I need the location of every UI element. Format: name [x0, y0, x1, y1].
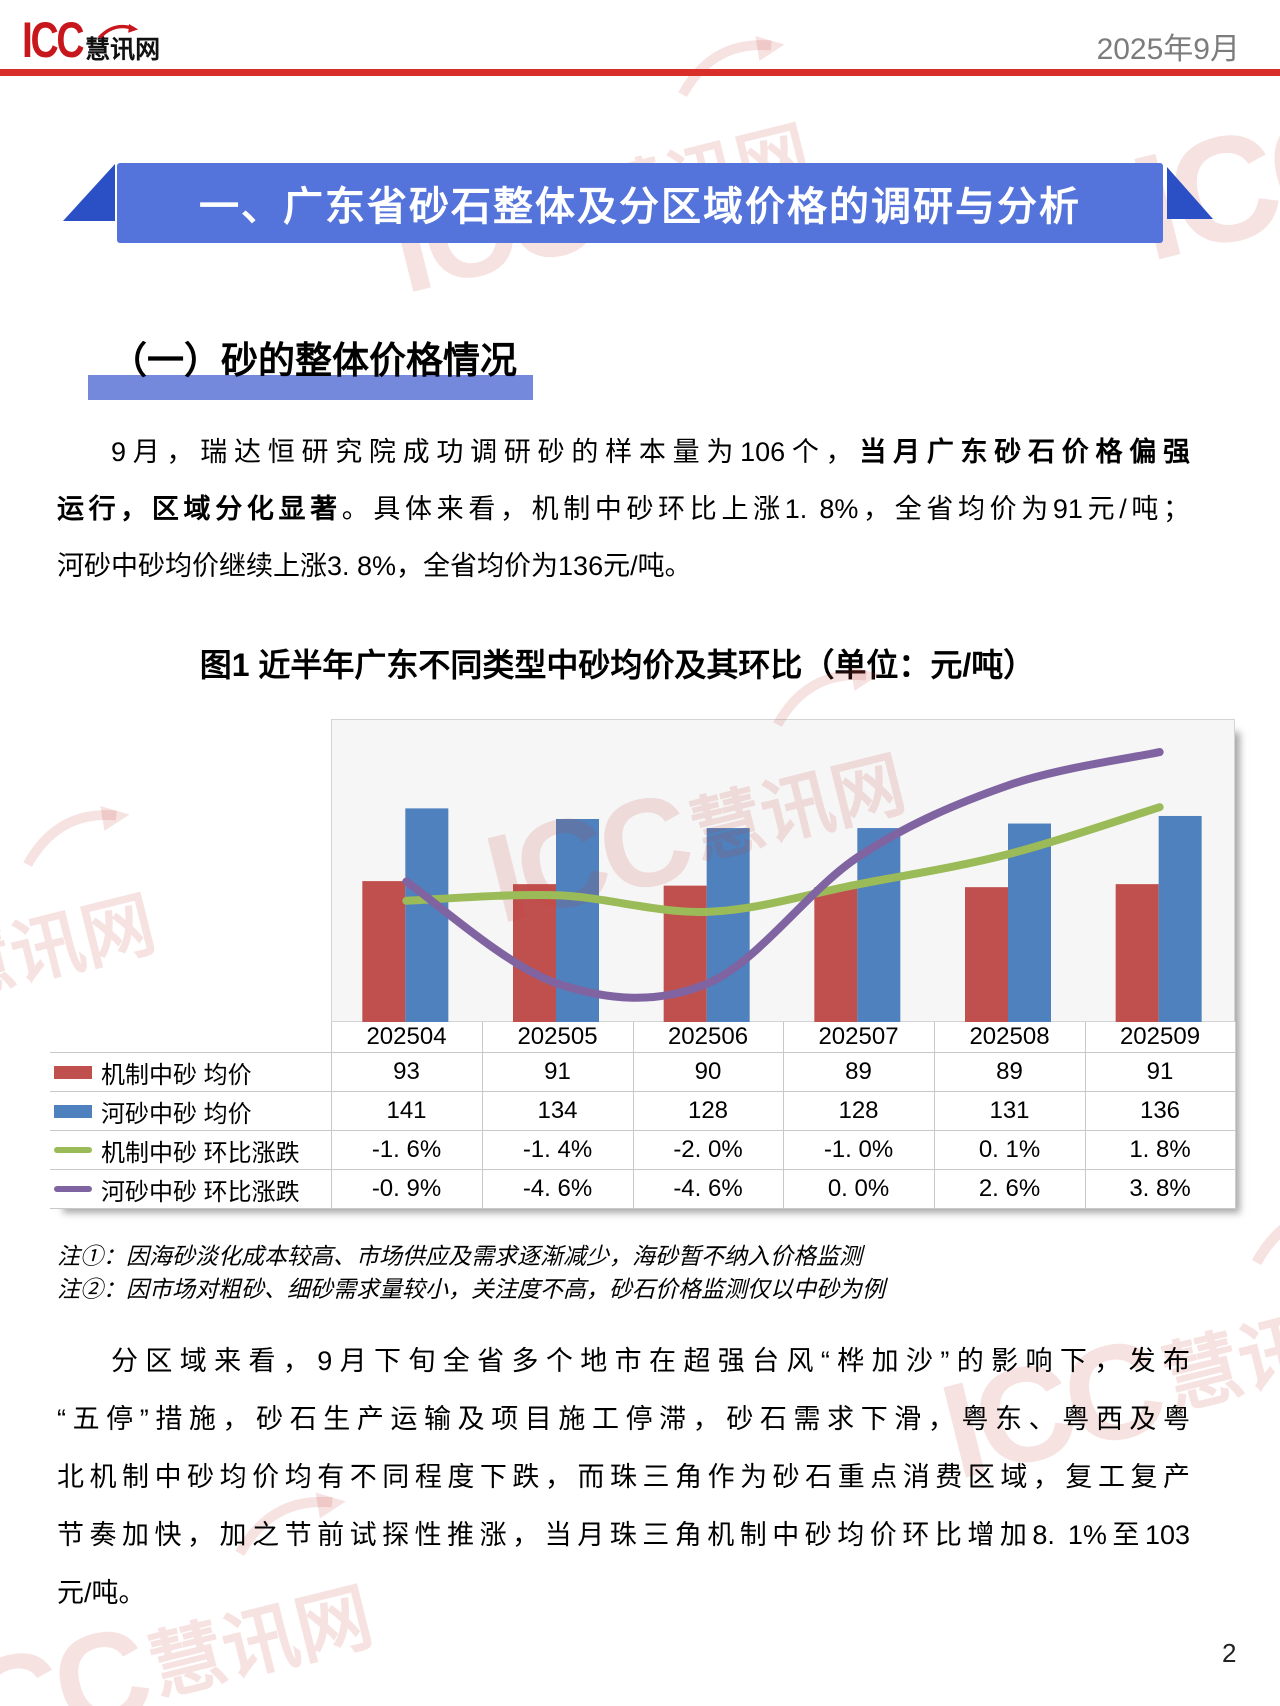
- line-green-swatch: [54, 1147, 92, 1153]
- page-number: 2: [1222, 1638, 1237, 1668]
- footnote-1: 注①：因海砂淡化成本较高、市场供应及需求逐渐减少，海砂暂不纳入价格监测: [57, 1244, 862, 1269]
- paragraph-line: 元/吨。: [57, 1578, 146, 1608]
- col-header: 202505: [481, 1022, 633, 1053]
- table-cell: -4. 6%: [481, 1169, 633, 1209]
- figure-title: 图1 近半年广东不同类型中砂均价及其环比（单位：元/吨）: [199, 647, 1036, 683]
- table-row: 机制中砂 均价 93 91 90 89 89 91: [50, 1052, 1236, 1092]
- table-cell: -1. 6%: [330, 1130, 482, 1170]
- header-rule: [0, 69, 1280, 76]
- paragraph-line: 运行，区域分化显著。具体来看，机制中砂环比上涨1. 8%，全省均价为91元/吨；: [57, 494, 1190, 524]
- table-cell: 93: [330, 1052, 482, 1092]
- paragraph-1: 9月，瑞达恒研究院成功调研砂的样本量为106个，当月广东砂石价格偏强 运行，区域…: [57, 424, 1190, 595]
- table-cell: 3. 8%: [1084, 1169, 1236, 1209]
- table-cell: -1. 4%: [481, 1130, 633, 1170]
- table-cell: 89: [933, 1052, 1085, 1092]
- table-row: 河砂中砂 均价 141 134 128 128 131 136: [50, 1091, 1236, 1131]
- banner-title: 一、广东省砂石整体及分区域价格的调研与分析: [199, 185, 1081, 229]
- paragraph-line: 9月，瑞达恒研究院成功调研砂的样本量为106个，当月广东砂石价格偏强: [111, 437, 1190, 467]
- legend-header-cell: [50, 1022, 331, 1053]
- legend-cell: 机制中砂 均价: [50, 1052, 331, 1092]
- table-cell: 136: [1084, 1091, 1236, 1131]
- banner-left-triangle: [63, 164, 115, 221]
- table-cell: 91: [481, 1052, 633, 1092]
- bar-red-swatch: [54, 1065, 92, 1079]
- table-header-row: 202504 202505 202506 202507 202508 20250…: [50, 1022, 1236, 1053]
- section-heading: （一）砂的整体价格情况: [110, 340, 517, 381]
- table-cell: 0. 0%: [782, 1169, 934, 1209]
- site-logo: ICC 慧讯网: [22, 12, 161, 68]
- logo-swoosh-icon: [98, 24, 139, 39]
- table-cell: 1. 8%: [1084, 1130, 1236, 1170]
- logo-icc-text: ICC: [22, 12, 84, 68]
- table-cell: 89: [782, 1052, 934, 1092]
- swoosh-icon: [1252, 1204, 1280, 1266]
- table-cell: -1. 0%: [782, 1130, 934, 1170]
- legend-cell: 河砂中砂 环比涨跌: [50, 1169, 331, 1209]
- paragraph-line: “五停”措施，砂石生产运输及项目施工停滞，砂石需求下滑，粤东、粤西及粤: [57, 1404, 1190, 1434]
- table-cell: -4. 6%: [632, 1169, 783, 1209]
- table-row: 河砂中砂 环比涨跌 -0. 9% -4. 6% -4. 6% 0. 0% 2. …: [50, 1169, 1236, 1209]
- heading-highlight-bar: [88, 375, 533, 400]
- table-cell: -2. 0%: [632, 1130, 783, 1170]
- banner-right-triangle: [1167, 167, 1213, 219]
- paragraph-line: 北机制中砂均价均有不同程度下跌，而珠三角作为砂石重点消费区域，复工复产: [57, 1462, 1190, 1492]
- legend-cell: 机制中砂 环比涨跌: [50, 1130, 331, 1170]
- footnote-2: 注②：因市场对粗砂、细砂需求量较小，关注度不高，砂石价格监测仅以中砂为例: [57, 1277, 885, 1302]
- figure-data-table: 202504 202505 202506 202507 202508 20250…: [50, 1022, 1236, 1209]
- banner: 一、广东省砂石整体及分区域价格的调研与分析: [117, 163, 1163, 243]
- table-cell: 91: [1084, 1052, 1236, 1092]
- swoosh-icon: [678, 36, 785, 97]
- bar-blue-swatch: [54, 1104, 92, 1118]
- col-header: 202507: [782, 1022, 934, 1053]
- table-cell: 141: [330, 1091, 482, 1131]
- table-cell: 128: [782, 1091, 934, 1131]
- table-cell: 2. 6%: [933, 1169, 1085, 1209]
- table-cell: 0. 1%: [933, 1130, 1085, 1170]
- line-series-layer: [402, 748, 1164, 1002]
- col-header: 202504: [330, 1022, 482, 1053]
- paragraph-line: 节奏加快，加之节前试探性推涨，当月珠三角机制中砂均价环比增加8. 1%至103: [57, 1520, 1190, 1550]
- bar-series-layer: [362, 808, 1202, 1022]
- table-cell: 90: [632, 1052, 783, 1092]
- report-date: 2025年9月: [1096, 33, 1240, 66]
- legend-cell: 河砂中砂 均价: [50, 1091, 331, 1131]
- logo-cn-text: 慧讯网: [85, 36, 161, 64]
- col-header: 202508: [933, 1022, 1085, 1053]
- table-cell: 128: [632, 1091, 783, 1131]
- col-header: 202506: [632, 1022, 783, 1053]
- table-cell: 134: [481, 1091, 633, 1131]
- table-row: 机制中砂 环比涨跌 -1. 6% -1. 4% -2. 0% -1. 0% 0.…: [50, 1130, 1236, 1170]
- table-cell: -0. 9%: [330, 1169, 482, 1209]
- line-purple-swatch: [54, 1186, 92, 1192]
- table-cell: 131: [933, 1091, 1085, 1131]
- col-header: 202509: [1084, 1022, 1236, 1053]
- paragraph-line: 分区域来看，9月下旬全省多个地市在超强台风“桦加沙”的影响下，发布: [111, 1346, 1190, 1376]
- paragraph-line: 河砂中砂均价继续上涨3. 8%，全省均价为136元/吨。: [57, 551, 692, 581]
- paragraph-2: 分区域来看，9月下旬全省多个地市在超强台风“桦加沙”的影响下，发布 “五停”措施…: [57, 1332, 1190, 1622]
